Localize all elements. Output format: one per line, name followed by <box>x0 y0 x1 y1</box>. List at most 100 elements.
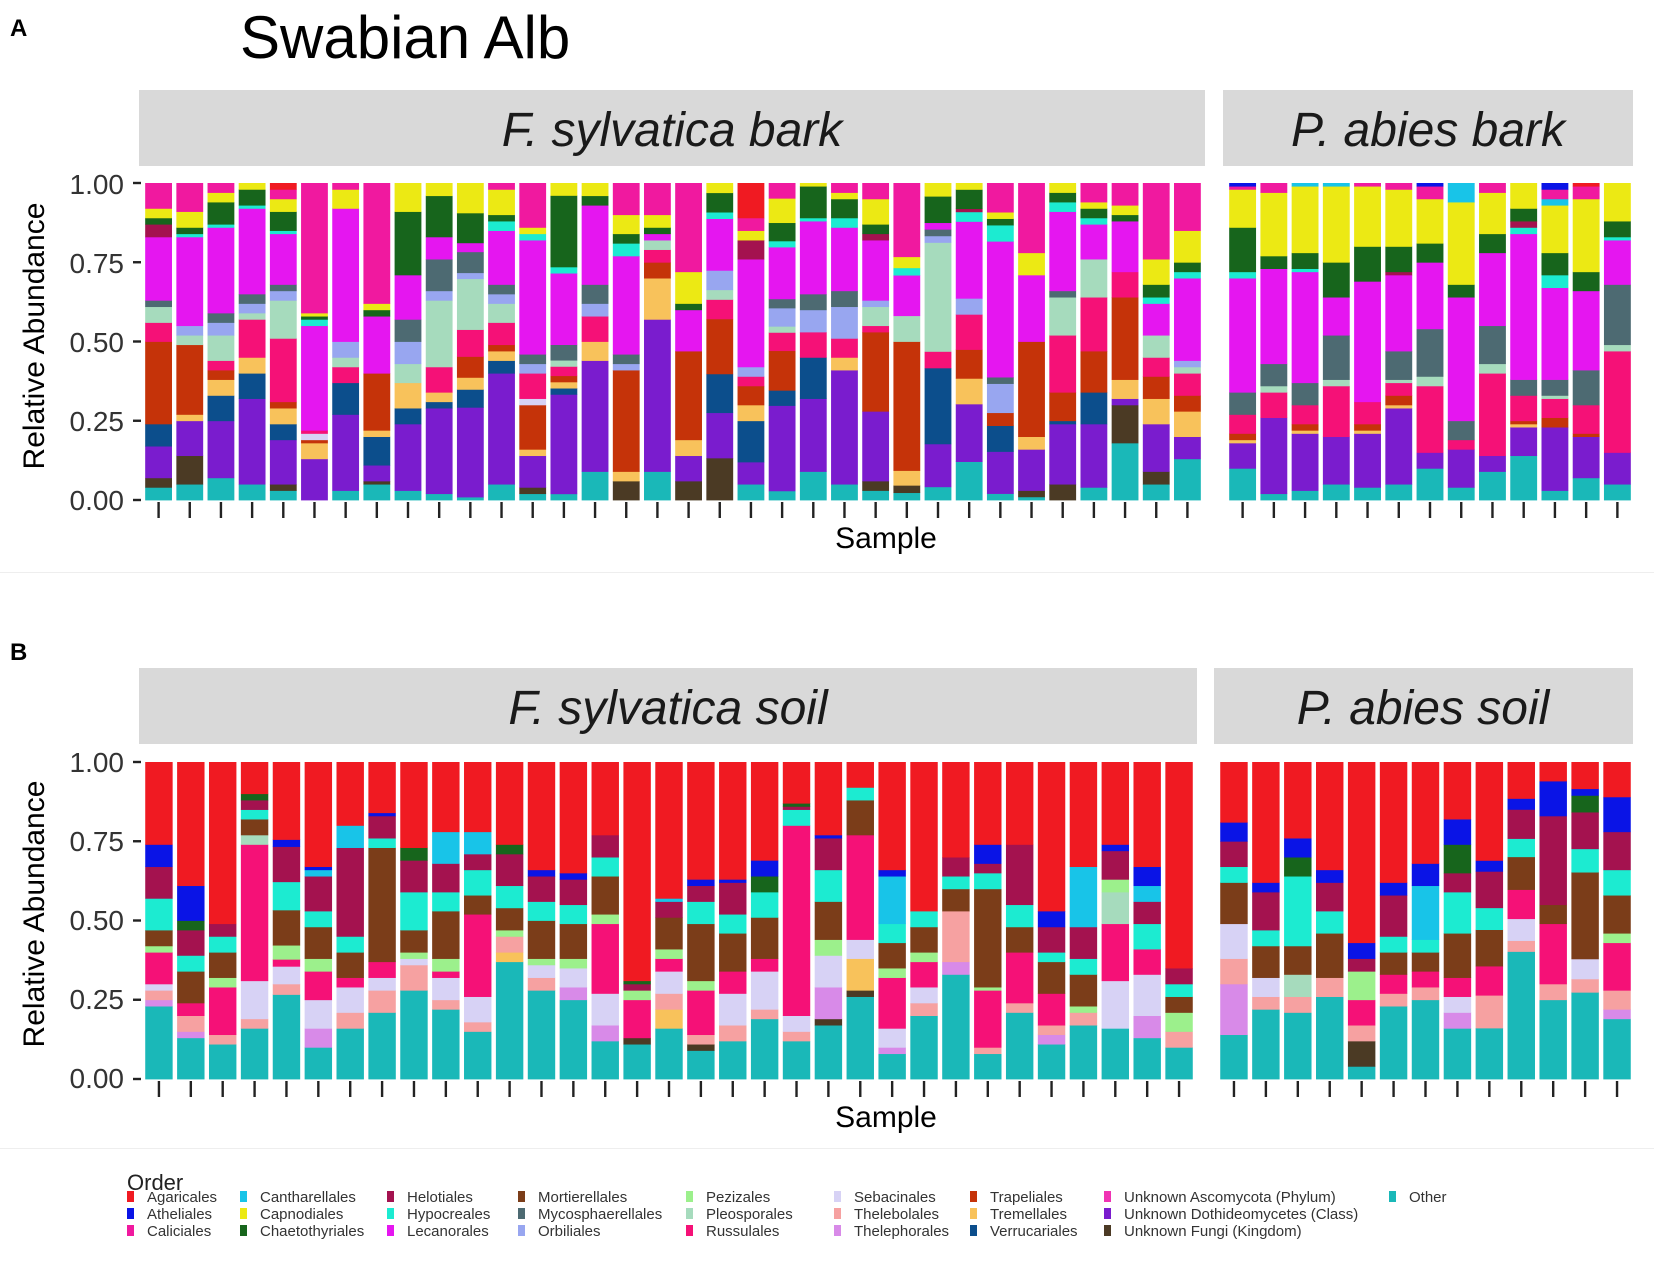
bar-segment-caliciales <box>176 183 204 212</box>
bar-segment-chaetothyriales <box>269 211 297 231</box>
bar-segment-other <box>1069 1025 1098 1080</box>
x-tick <box>572 1081 575 1097</box>
bar-segment-lecanorales <box>269 233 297 285</box>
bar-segment-other <box>750 1018 779 1080</box>
bar-segment-hypocreales <box>719 914 747 934</box>
legend-swatch <box>387 1225 394 1236</box>
bar-segment-atheliales <box>1475 860 1504 872</box>
bar-segment-other <box>719 1040 747 1080</box>
bar-segment-capnodiales <box>1174 230 1201 263</box>
bar-segment-pleosporales <box>240 834 269 845</box>
bar-segment-capnodiales <box>768 198 796 224</box>
x-tick <box>1030 502 1033 518</box>
bar-segment-unknown-fungi-kingdom <box>1111 404 1139 444</box>
bar-segment-mortierellales <box>1037 961 1066 994</box>
bar-segment-hypocreales <box>782 809 811 826</box>
bar-segment-other <box>208 1044 237 1080</box>
bar-segment-chaetothyriales <box>862 224 890 235</box>
bar-segment-agaricales <box>1005 762 1034 845</box>
bar-segment-other <box>737 484 765 501</box>
legend-label: Orbiliales <box>538 1223 601 1240</box>
bar-segment-cantharellales <box>1069 866 1098 928</box>
bar-segment-other <box>363 484 391 501</box>
strip-f-sylvatica-bark <box>139 90 1205 166</box>
bar-segment-agaricales <box>272 762 301 840</box>
bar-segment-caliciales <box>1572 186 1600 200</box>
bar-segment-russulales <box>1479 373 1506 457</box>
y-tick <box>133 498 141 502</box>
bar-segment-verrucariales <box>394 408 422 425</box>
bar-segment-mortierellales <box>974 888 1002 988</box>
bar-segment-hypocreales <box>519 233 547 241</box>
bar-segment-thelebolales <box>1347 1025 1376 1042</box>
bar-segment-tremellales <box>846 958 874 991</box>
bar-segment-hypocreales <box>942 876 970 890</box>
bar-segment-other <box>559 999 588 1080</box>
bar-segment-helotiales <box>1510 221 1538 228</box>
bar-segment-helotiales <box>368 815 396 839</box>
bar-segment-hypocreales <box>145 898 173 931</box>
bar-segment-tremellales <box>1385 404 1413 409</box>
bar-segment-chaetothyriales <box>1111 214 1139 222</box>
bar-segment-cantharellales <box>304 869 333 877</box>
bar-segment-chaetothyriales <box>1291 252 1319 269</box>
bar-segment-russulales <box>1133 949 1161 975</box>
bar-segment-caliciales <box>1174 183 1201 231</box>
legend-swatch <box>686 1225 693 1236</box>
bar-segment-thelebolales <box>1165 1031 1193 1048</box>
bar-segment-other <box>1260 493 1288 501</box>
bar-segment-thelephorales <box>559 987 588 1001</box>
bar-segment-mycosphaerellales <box>924 229 952 237</box>
bar-segment-mortierellales <box>878 942 906 969</box>
x-tick <box>1615 1081 1619 1097</box>
bar-segment-other <box>768 490 796 501</box>
bar-segment-hypocreales <box>432 891 460 912</box>
bar-segment-lecanorales <box>799 221 827 295</box>
bar-segment-chaetothyriales <box>1322 262 1350 298</box>
x-tick <box>874 502 877 518</box>
bar-segment-chaetothyriales <box>1416 243 1444 263</box>
bar-segment-chaetothyriales <box>363 309 391 317</box>
bar-segment-russulales <box>1291 404 1319 425</box>
bar-segment-unknown-fungi-kingdom <box>363 480 391 485</box>
bar-segment-pleosporales <box>644 240 671 250</box>
bar-segment-other <box>238 484 266 501</box>
bar-segment-tremellales <box>456 377 484 390</box>
bar-segment-orbiliales <box>737 366 765 377</box>
bar-segment-thelebolales <box>1037 1025 1066 1036</box>
bar-segment-agaricales <box>591 762 619 836</box>
bar-segment-orbiliales <box>862 300 890 308</box>
bar-segment-agaricales <box>1603 762 1631 798</box>
bar-segment-atheliales <box>368 812 396 817</box>
bar-segment-unknown-dothideomycetes-class <box>1229 442 1257 469</box>
bar-segment-trapeliales <box>1142 376 1170 399</box>
bar-segment-russulales <box>1475 966 1504 996</box>
x-tick <box>1232 1081 1236 1097</box>
bar-segment-sebacinales <box>1507 918 1535 941</box>
legend-label: Agaricales <box>147 1189 217 1206</box>
bar-segment-pleosporales <box>1603 344 1631 352</box>
bar-segment-other <box>814 1025 843 1080</box>
bar-segment-mortierellales <box>1539 904 1567 925</box>
bar-segment-mortierellales <box>1252 945 1280 978</box>
bar-segment-mortierellales <box>400 930 428 953</box>
bar-segment-pleosporales <box>924 242 952 352</box>
bar-segment-chaetothyriales <box>177 920 205 931</box>
x-tick <box>667 1081 671 1097</box>
bar-segment-pezizales <box>974 987 1002 991</box>
bar-segment-sebacinales <box>878 1028 906 1048</box>
bars-f-sylvatica-bark <box>145 183 1201 501</box>
bar-segment-thelephorales <box>591 1025 619 1042</box>
bar-segment-atheliales <box>1507 798 1535 810</box>
bar-segment-caliciales <box>1080 183 1108 203</box>
strip-p-abies-bark <box>1223 90 1633 166</box>
bar-segment-agaricales <box>750 762 779 861</box>
bar-segment-atheliales <box>177 885 205 921</box>
x-tick <box>1428 502 1432 518</box>
bar-segment-russulales <box>706 299 734 320</box>
bar-segment-mortierellales <box>1284 945 1312 975</box>
bar-segment-russulales <box>831 338 858 358</box>
y-tick <box>133 181 141 185</box>
legend-title: Order <box>127 1170 183 1195</box>
x-tick <box>890 1081 894 1097</box>
